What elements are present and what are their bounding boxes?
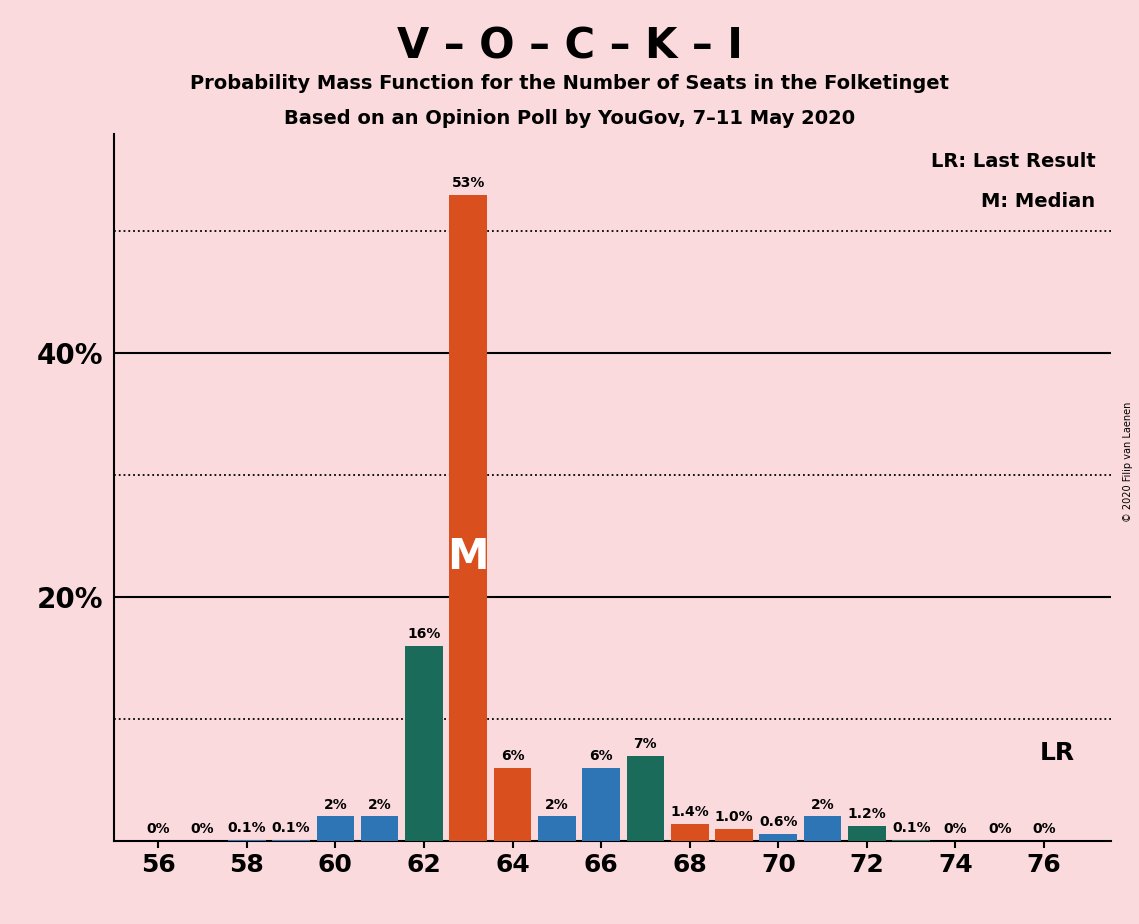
Text: 2%: 2% — [323, 797, 347, 811]
Text: 2%: 2% — [368, 797, 392, 811]
Bar — [228, 840, 265, 841]
Text: M: Median: M: Median — [982, 192, 1096, 211]
Text: 0%: 0% — [988, 822, 1011, 836]
Text: LR: Last Result: LR: Last Result — [931, 152, 1096, 171]
Text: 6%: 6% — [501, 748, 524, 763]
Text: 6%: 6% — [589, 748, 613, 763]
Text: Based on an Opinion Poll by YouGov, 7–11 May 2020: Based on an Opinion Poll by YouGov, 7–11… — [284, 109, 855, 128]
Bar — [493, 768, 532, 841]
Bar — [538, 817, 575, 841]
Text: LR: LR — [1040, 741, 1075, 765]
Text: 0.6%: 0.6% — [759, 815, 797, 829]
Text: V – O – C – K – I: V – O – C – K – I — [396, 26, 743, 67]
Text: 2%: 2% — [544, 797, 568, 811]
Bar — [849, 826, 886, 841]
Text: 0.1%: 0.1% — [892, 821, 931, 834]
Text: 0%: 0% — [1032, 822, 1056, 836]
Text: 1.0%: 1.0% — [714, 809, 753, 824]
Text: 0.1%: 0.1% — [228, 821, 267, 834]
Bar — [804, 817, 842, 841]
Text: 1.4%: 1.4% — [671, 805, 710, 819]
Bar — [272, 840, 310, 841]
Text: © 2020 Filip van Laenen: © 2020 Filip van Laenen — [1123, 402, 1132, 522]
Bar — [671, 824, 708, 841]
Bar — [405, 646, 443, 841]
Text: 16%: 16% — [408, 627, 441, 641]
Bar — [715, 829, 753, 841]
Text: 53%: 53% — [451, 176, 485, 190]
Text: 0%: 0% — [190, 822, 214, 836]
Bar — [892, 840, 931, 841]
Bar — [450, 195, 487, 841]
Bar — [317, 817, 354, 841]
Text: 2%: 2% — [811, 797, 835, 811]
Bar — [361, 817, 399, 841]
Bar — [760, 833, 797, 841]
Text: Probability Mass Function for the Number of Seats in the Folketinget: Probability Mass Function for the Number… — [190, 74, 949, 93]
Text: 0%: 0% — [147, 822, 170, 836]
Bar — [626, 756, 664, 841]
Text: 0.1%: 0.1% — [272, 821, 311, 834]
Text: M: M — [448, 536, 489, 578]
Text: 0%: 0% — [944, 822, 967, 836]
Bar — [582, 768, 620, 841]
Text: 1.2%: 1.2% — [847, 808, 886, 821]
Text: 7%: 7% — [633, 736, 657, 750]
